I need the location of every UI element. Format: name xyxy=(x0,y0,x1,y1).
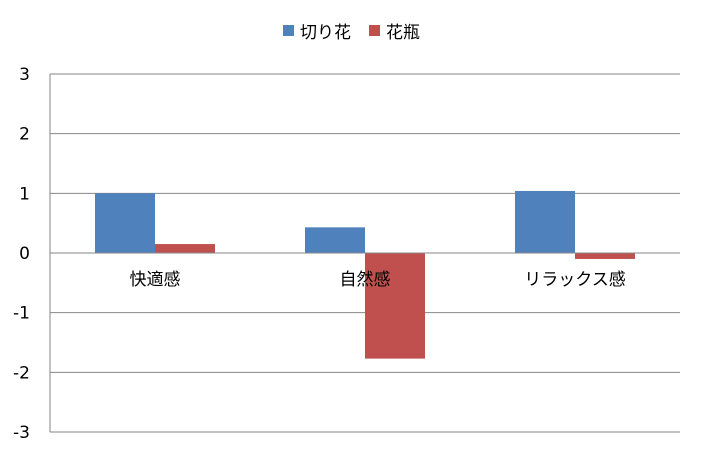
y-tick-label: 2 xyxy=(19,125,30,145)
bar-series-1-2 xyxy=(305,227,365,253)
y-tick-label: 1 xyxy=(19,184,30,204)
y-tick-label: -3 xyxy=(13,423,30,443)
legend-label-series-2: 花瓶 xyxy=(386,23,420,43)
legend-swatch-series-2 xyxy=(369,25,380,36)
bar-series-1-1 xyxy=(95,193,155,253)
category-label: 快適感 xyxy=(130,270,181,290)
y-tick-label: 3 xyxy=(19,65,30,85)
legend-label-series-1: 切り花 xyxy=(300,23,351,43)
y-tick-label: 0 xyxy=(19,244,30,264)
legend-swatch-series-1 xyxy=(283,25,294,36)
bar-series-2-2 xyxy=(365,253,425,359)
legend-item-series-2: 花瓶 xyxy=(369,18,420,43)
bar-series-1-3 xyxy=(515,190,575,253)
category-label: 自然感 xyxy=(340,270,391,290)
y-tick-label: -2 xyxy=(13,363,30,383)
bar-series-2-1 xyxy=(155,244,215,253)
chart-legend: 切り花 花瓶 xyxy=(0,18,703,43)
bar-series-2-3 xyxy=(575,253,635,259)
y-tick-label: -1 xyxy=(13,304,30,324)
category-label: リラックス感 xyxy=(524,270,626,290)
legend-item-series-1: 切り花 xyxy=(283,18,351,43)
